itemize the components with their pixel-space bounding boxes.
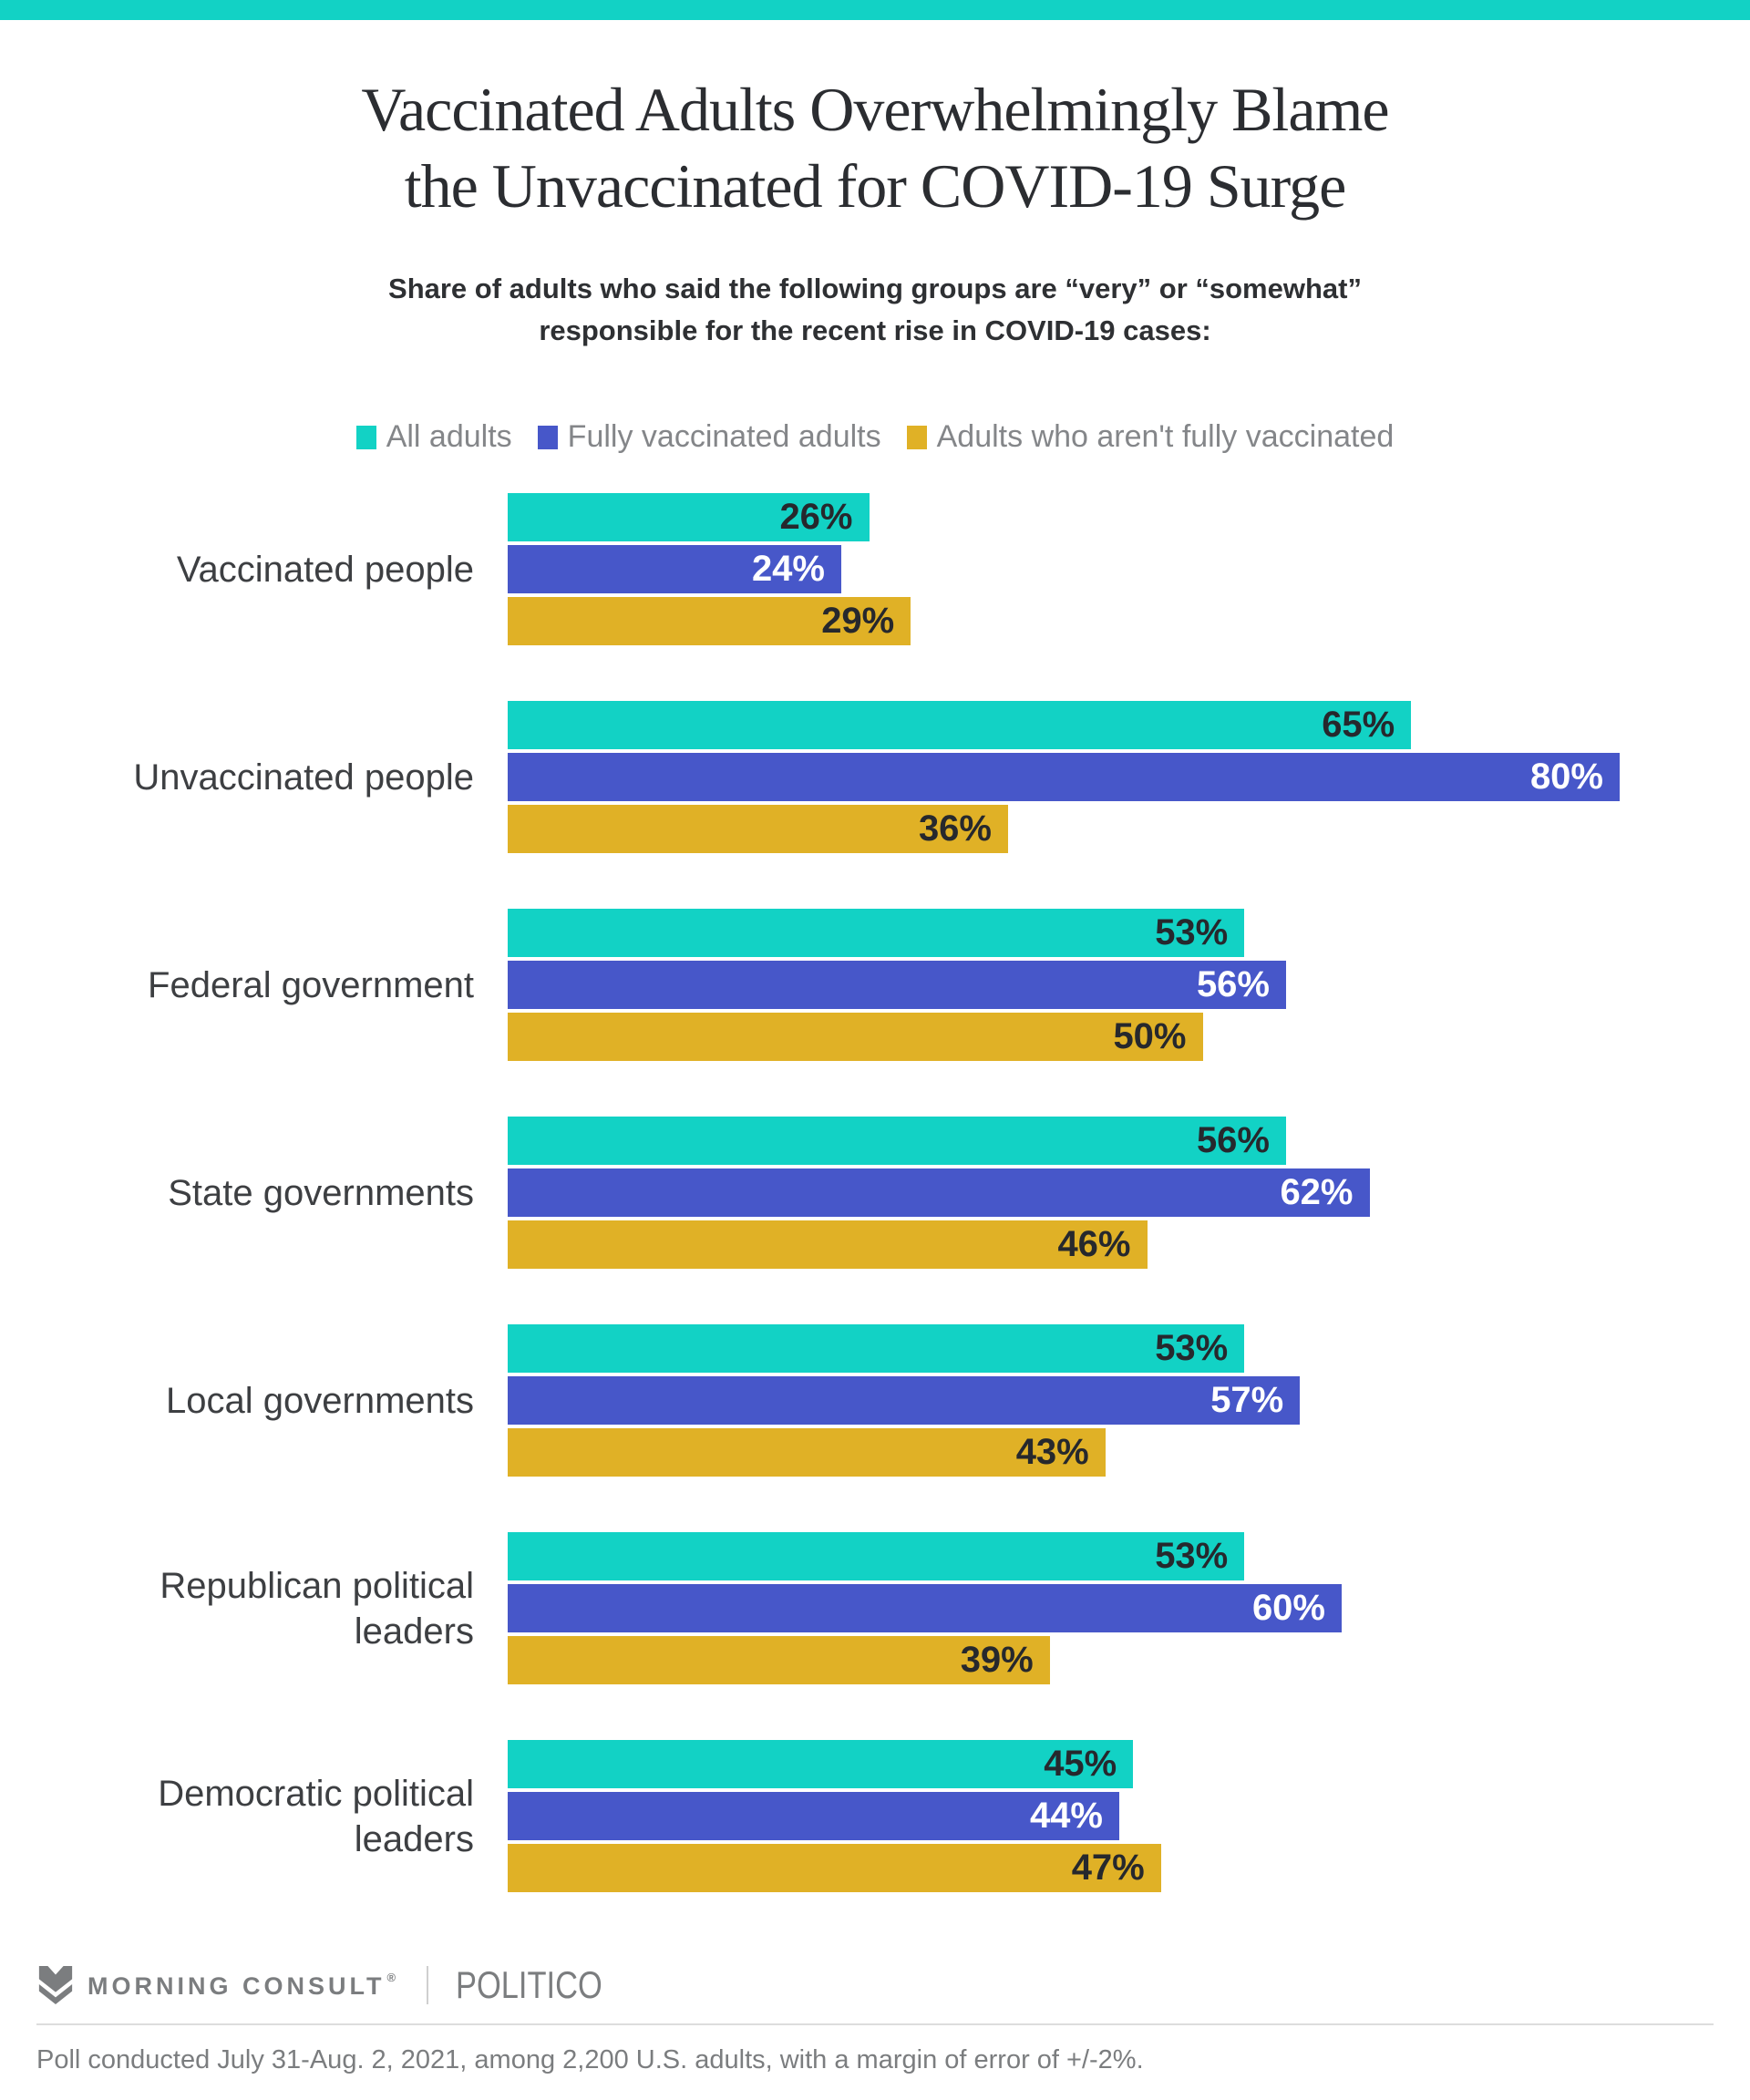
bar-value-label: 44% <box>1029 1796 1103 1836</box>
footer-divider-line <box>36 2023 1714 2025</box>
legend-label: All adults <box>386 419 512 454</box>
legend-label: Adults who aren't fully vaccinated <box>936 419 1395 454</box>
bar-fully-vaccinated-adults: 57% <box>508 1376 1301 1425</box>
top-accent-banner <box>0 0 1750 20</box>
bar-adults-who-aren-t-fully-vaccinated: 50% <box>508 1013 1203 1061</box>
bar-all-adults: 53% <box>508 909 1245 957</box>
registered-mark-icon: ® <box>386 1970 396 1984</box>
category-label: Republican political leaders <box>160 1565 474 1652</box>
bar-adults-who-aren-t-fully-vaccinated: 39% <box>508 1636 1050 1684</box>
poll-footnote: Poll conducted July 31-Aug. 2, 2021, amo… <box>36 2045 1144 2074</box>
chart-group: Unvaccinated people 65% 80% 36% <box>36 701 1620 853</box>
chart-group: Vaccinated people 26% 24% 29% <box>36 493 1620 645</box>
bar-value-label: 50% <box>1113 1016 1187 1056</box>
morning-consult-wordmark: MORNING CONSULT ® <box>88 1971 396 2001</box>
bar-adults-who-aren-t-fully-vaccinated: 36% <box>508 805 1008 853</box>
category-label: Democratic political leaders <box>158 1773 474 1859</box>
morning-consult-m-icon <box>38 1966 73 2004</box>
category-bars: 53% 60% 39% <box>508 1532 1620 1684</box>
legend-label: Fully vaccinated adults <box>567 419 881 454</box>
bar-value-label: 56% <box>1196 964 1270 1004</box>
legend-item-not-fully-vaccinated: Adults who aren't fully vaccinated <box>906 419 1395 455</box>
category-bars: 26% 24% 29% <box>508 493 1620 645</box>
bar-value-label: 26% <box>779 497 853 537</box>
bar-fully-vaccinated-adults: 80% <box>508 753 1620 801</box>
chart-subtitle-line1: Share of adults who said the following g… <box>388 273 1362 304</box>
bar-value-label: 36% <box>918 808 992 849</box>
bar-all-adults: 45% <box>508 1740 1134 1788</box>
bar-value-label: 53% <box>1155 1328 1229 1368</box>
chart-title-line1: Vaccinated Adults Overwhelmingly Blame <box>361 75 1389 144</box>
bar-adults-who-aren-t-fully-vaccinated: 47% <box>508 1844 1161 1892</box>
category-label: Unvaccinated people <box>133 757 474 798</box>
category-bars: 65% 80% 36% <box>508 701 1620 853</box>
bar-all-adults: 53% <box>508 1532 1245 1580</box>
brand-divider <box>427 1966 429 2004</box>
chart-group: State governments 56% 62% 46% <box>36 1117 1620 1269</box>
footer-brands: MORNING CONSULT ® POLITICO <box>36 1963 1714 2007</box>
legend-swatch-icon <box>906 425 927 449</box>
bar-fully-vaccinated-adults: 60% <box>508 1584 1342 1632</box>
politico-wordmark: POLITICO <box>456 1963 602 2006</box>
category-bars: 45% 44% 47% <box>508 1740 1620 1892</box>
legend-swatch-icon <box>355 425 376 449</box>
bar-value-label: 56% <box>1196 1120 1270 1160</box>
bar-fully-vaccinated-adults: 56% <box>508 961 1286 1009</box>
bar-value-label: 80% <box>1529 757 1603 797</box>
bar-value-label: 60% <box>1251 1588 1325 1628</box>
bar-adults-who-aren-t-fully-vaccinated: 29% <box>508 597 911 645</box>
category-bars: 56% 62% 46% <box>508 1117 1620 1269</box>
bar-value-label: 57% <box>1210 1380 1284 1420</box>
bar-all-adults: 53% <box>508 1324 1245 1373</box>
bar-adults-who-aren-t-fully-vaccinated: 46% <box>508 1220 1148 1269</box>
category-label: State governments <box>168 1172 474 1213</box>
category-label: Local governments <box>166 1380 474 1421</box>
bar-fully-vaccinated-adults: 62% <box>508 1168 1370 1217</box>
chart-group: Federal government 53% 56% 50% <box>36 909 1620 1061</box>
bar-all-adults: 65% <box>508 701 1412 749</box>
chart-title: Vaccinated Adults Overwhelmingly Blame th… <box>0 71 1750 224</box>
category-label: Federal government <box>148 964 474 1005</box>
chart-legend: All adults Fully vaccinated adults Adult… <box>0 419 1750 455</box>
chart-group: Republican political leaders 53% 60% 39% <box>36 1532 1620 1684</box>
chart-group: Local governments 53% 57% 43% <box>36 1324 1620 1477</box>
bar-all-adults: 56% <box>508 1117 1286 1165</box>
category-bars: 53% 57% 43% <box>508 1324 1620 1477</box>
bar-fully-vaccinated-adults: 24% <box>508 545 841 593</box>
bar-value-label: 39% <box>960 1640 1034 1680</box>
bar-value-label: 53% <box>1155 912 1229 952</box>
bar-all-adults: 26% <box>508 493 870 541</box>
bar-adults-who-aren-t-fully-vaccinated: 43% <box>508 1428 1106 1477</box>
chart-group: Democratic political leaders 45% 44% 47% <box>36 1740 1620 1892</box>
bar-value-label: 62% <box>1280 1172 1354 1212</box>
category-label: Vaccinated people <box>176 549 474 590</box>
chart-subtitle: Share of adults who said the following g… <box>0 268 1750 352</box>
bar-value-label: 65% <box>1322 705 1395 745</box>
legend-item-fully-vaccinated: Fully vaccinated adults <box>537 419 881 455</box>
bar-fully-vaccinated-adults: 44% <box>508 1792 1119 1840</box>
bar-value-label: 29% <box>821 601 895 641</box>
bar-value-label: 47% <box>1071 1848 1145 1888</box>
chart: Vaccinated people 26% 24% 29% Unvaccinated p… <box>0 493 1750 1892</box>
morning-consult-text: MORNING CONSULT <box>88 1971 386 2000</box>
bar-value-label: 24% <box>751 549 825 589</box>
chart-subtitle-line2: responsible for the recent rise in COVID… <box>539 314 1211 346</box>
legend-swatch-icon <box>537 425 558 449</box>
chart-title-line2: the Unvaccinated for COVID-19 Surge <box>404 151 1347 221</box>
bar-value-label: 45% <box>1044 1744 1117 1784</box>
bar-value-label: 46% <box>1057 1224 1131 1264</box>
legend-item-all-adults: All adults <box>355 419 512 455</box>
category-bars: 53% 56% 50% <box>508 909 1620 1061</box>
bar-value-label: 53% <box>1155 1536 1229 1576</box>
bar-value-label: 43% <box>1015 1432 1089 1472</box>
